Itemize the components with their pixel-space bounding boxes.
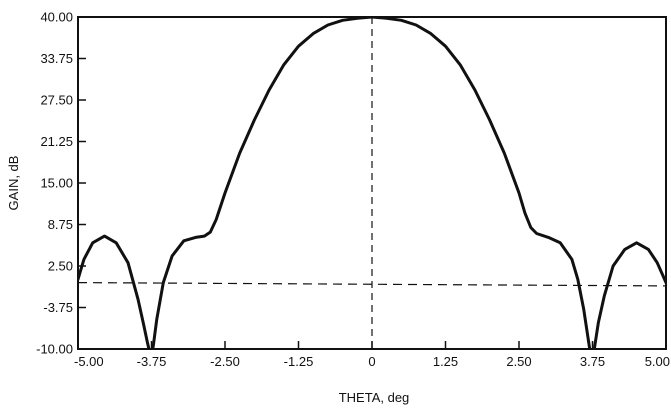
y-tick-label: -3.75 — [43, 300, 73, 315]
x-tick-label: 5.00 — [645, 354, 670, 369]
y-tick-label: 33.75 — [40, 51, 73, 66]
x-tick-label: -3.75 — [137, 354, 167, 369]
x-tick-label: 1.25 — [433, 354, 458, 369]
x-axis-ticks: -5.00 -3.75 -2.50 -1.25 0 1.25 2.50 3.75 5.00 — [74, 341, 670, 369]
x-tick-label: 2.50 — [506, 354, 531, 369]
x-tick-label: -2.50 — [210, 354, 240, 369]
y-tick-label: 8.75 — [48, 217, 73, 232]
y-tick-label: 2.50 — [48, 259, 73, 274]
y-tick-label: 21.25 — [40, 134, 73, 149]
y-axis-ticks: 40.00 33.75 27.50 21.25 15.00 8.75 2.50 -3.75 -1… — [36, 10, 86, 357]
x-axis-title: THETA, deg — [339, 390, 410, 405]
x-tick-label: 0 — [368, 354, 375, 369]
reference-lines — [77, 17, 667, 349]
gain-curve — [78, 16, 666, 349]
series-layer — [78, 16, 666, 349]
y-tick-label: 15.00 — [40, 176, 73, 191]
y-tick-label: -10.00 — [36, 342, 73, 357]
x-tick-label: -5.00 — [74, 354, 104, 369]
x-tick-label: 3.75 — [580, 354, 605, 369]
y-axis-title: GAIN, dB — [6, 156, 21, 211]
x-tick-label: -1.25 — [284, 354, 314, 369]
y-tick-label: 40.00 — [40, 10, 73, 25]
level-reference-line — [77, 282, 667, 287]
y-tick-label: 27.50 — [40, 93, 73, 108]
